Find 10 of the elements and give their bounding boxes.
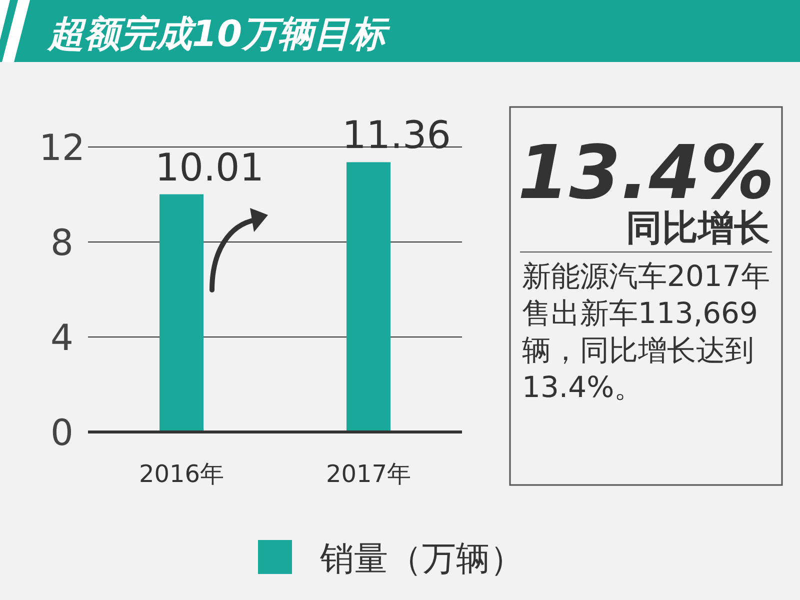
y-tick-label: 4 — [50, 318, 74, 359]
legend-label: 销量（万辆） — [319, 539, 524, 579]
y-tick-label: 12 — [39, 128, 85, 169]
x-tick-label: 2017年 — [326, 460, 412, 488]
y-tick-label: 0 — [50, 413, 74, 454]
data-label: 10.01 — [155, 145, 264, 190]
text: 新能源汽车2017年售出新车113,669辆，同比增长达到13.4%。 — [522, 258, 771, 406]
chart-title: 超额完成10万辆目标 — [46, 14, 392, 55]
x-tick-label: 2016年 — [138, 460, 224, 488]
y-tick-label: 8 — [50, 223, 74, 264]
